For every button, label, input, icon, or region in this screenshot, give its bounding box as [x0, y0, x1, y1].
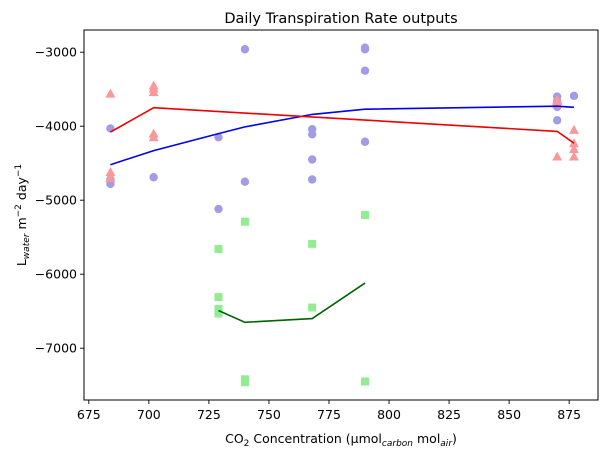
data-point-square	[308, 303, 317, 312]
x-tick-label: 750	[257, 407, 281, 422]
x-tick-label: 725	[197, 407, 221, 422]
data-point-square	[308, 239, 317, 248]
data-point-triangle	[105, 88, 116, 98]
data-point-triangle	[568, 151, 579, 161]
data-point-square	[361, 211, 370, 219]
data-point-triangle	[568, 144, 579, 154]
data-point-triangle	[105, 173, 116, 182]
x-tick-label: 875	[557, 407, 581, 422]
data-point-square	[214, 293, 223, 302]
data-point-square	[240, 378, 249, 387]
series-line	[110, 106, 575, 144]
data-point-circle	[360, 66, 370, 75]
data-point-circle	[149, 173, 158, 182]
data-point-circle	[307, 155, 317, 164]
x-tick-label: 675	[77, 407, 101, 422]
data-point-circle	[307, 175, 317, 184]
data-point-circle	[240, 45, 250, 54]
data-point-circle	[552, 116, 562, 125]
data-point-triangle	[552, 151, 563, 161]
x-tick-label: 825	[437, 407, 461, 422]
y-tick-label: −7000	[35, 341, 77, 356]
data-point-circle	[360, 45, 370, 54]
y-axis: −7000 −6000 −5000 −4000 −3000	[35, 45, 84, 356]
series-line	[218, 282, 366, 324]
y-tick-label: −5000	[35, 193, 77, 208]
data-point-triangle	[105, 167, 116, 177]
data-point-square	[214, 309, 223, 318]
data-point-triangle	[148, 132, 159, 142]
y-tick-label: −4000	[35, 119, 77, 134]
data-point-square	[214, 245, 223, 254]
data-point-circle	[569, 91, 579, 101]
series-line	[110, 105, 575, 166]
x-tick-label: 850	[497, 407, 521, 422]
x-axis: 675 700 725 750 775 800 825 850 875	[77, 400, 581, 422]
data-point-triangle	[568, 124, 579, 134]
series-layer	[105, 43, 579, 387]
y-axis-title: Lwater m−2 day−1	[14, 164, 32, 266]
x-axis-title: CO2 Concentration (µmolcarbon molair)	[225, 431, 457, 449]
y-tick-label: −3000	[35, 45, 77, 60]
x-tick-label: 775	[317, 407, 341, 422]
data-point-square	[361, 377, 370, 386]
data-point-circle	[240, 177, 250, 186]
data-point-square	[214, 304, 223, 313]
y-tick-label: −6000	[35, 267, 77, 282]
x-tick-label: 700	[137, 407, 161, 422]
plot-frame	[83, 29, 599, 401]
x-tick-label: 800	[377, 407, 401, 422]
data-point-triangle	[148, 87, 159, 97]
data-point-square	[240, 217, 249, 226]
data-point-circle	[214, 133, 223, 142]
line-layer	[110, 105, 575, 324]
data-point-circle	[307, 130, 317, 139]
data-point-circle	[360, 137, 370, 146]
data-point-circle	[214, 204, 223, 214]
chart-title: Daily Transpiration Rate outputs	[224, 11, 457, 27]
